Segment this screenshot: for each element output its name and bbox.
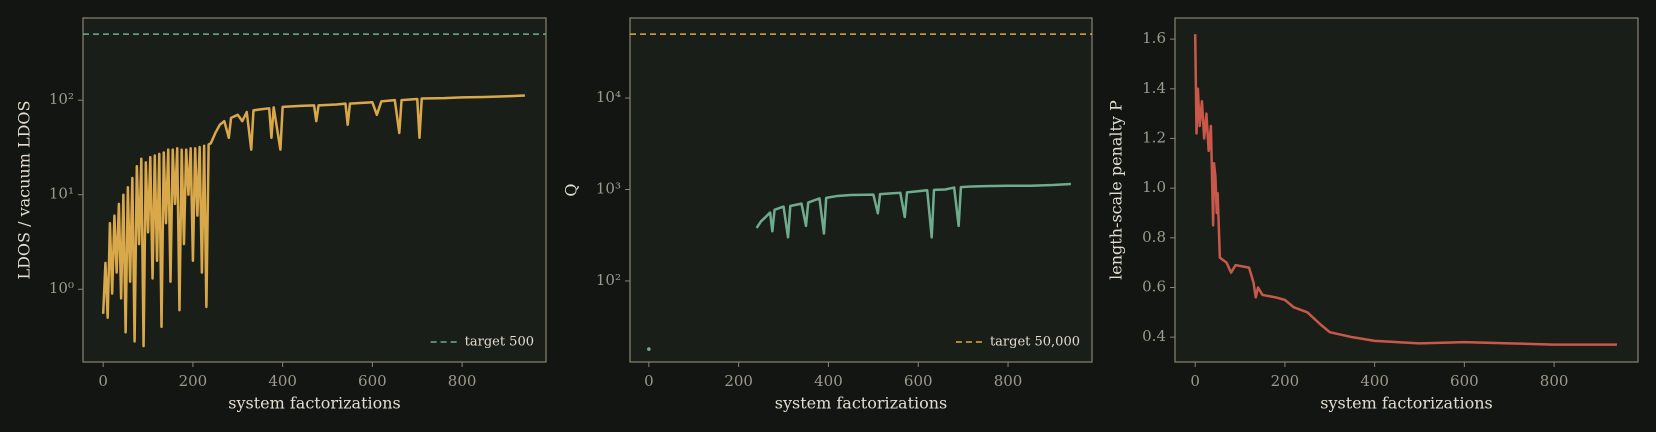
y-tick-label: 0.4 — [1142, 327, 1166, 345]
panel: 0 200 400 600 800 10⁰ 10¹ 10² system factorizati… — [15, 17, 547, 413]
x-tick-label: 400 — [814, 372, 843, 390]
legend-label: target 50,000 — [990, 335, 1080, 350]
plot-area — [82, 17, 547, 363]
x-tick-label: 600 — [904, 372, 933, 390]
plot-area — [1174, 17, 1639, 363]
panel: 0 200 400 600 800 0.4 0.6 0.8 1.0 1.2 1.4 1.6 system… — [1107, 17, 1639, 413]
y-tick-label: 10⁰ — [49, 279, 74, 297]
x-tick-label: 800 — [448, 372, 477, 390]
y-tick-label: 10³ — [596, 179, 621, 197]
legend-label: target 500 — [465, 335, 534, 350]
y-axis-label: Q — [562, 183, 581, 196]
data-point — [647, 347, 651, 351]
x-tick-label: 800 — [1540, 372, 1569, 390]
x-tick-label: 400 — [1360, 372, 1389, 390]
x-tick-label: 200 — [1271, 372, 1300, 390]
x-tick-label: 800 — [994, 372, 1023, 390]
x-tick-label: 200 — [179, 372, 208, 390]
x-tick-label: 600 — [358, 372, 387, 390]
plot-area — [629, 17, 1093, 363]
data-line — [101, 94, 525, 348]
y-tick-label: 1.4 — [1142, 79, 1166, 97]
y-tick-label: 1.0 — [1142, 178, 1166, 196]
y-tick-label: 0.8 — [1142, 228, 1166, 246]
y-tick-label: 10² — [49, 90, 74, 108]
data-line — [755, 182, 1071, 239]
y-tick-label: 0.6 — [1142, 277, 1166, 295]
x-tick-label: 0 — [644, 372, 654, 390]
data-line — [1193, 34, 1617, 346]
x-axis-label: system factorizations — [228, 394, 401, 413]
x-tick-label: 600 — [1450, 372, 1479, 390]
y-tick-label: 10² — [596, 271, 621, 289]
x-tick-label: 0 — [1190, 372, 1200, 390]
x-axis-label: system factorizations — [1320, 394, 1493, 413]
x-tick-label: 0 — [98, 372, 108, 390]
y-axis-label: length-scale penalty P — [1107, 100, 1126, 280]
y-tick-label: 1.2 — [1142, 128, 1166, 146]
y-tick-label: 10¹ — [49, 185, 74, 203]
panel: 0 200 400 600 800 10² 10³ 10⁴ system factorizati… — [562, 17, 1093, 413]
y-axis-label: LDOS / vacuum LDOS — [15, 100, 34, 279]
x-tick-label: 400 — [268, 372, 297, 390]
x-tick-label: 200 — [724, 372, 753, 390]
y-tick-label: 1.6 — [1142, 29, 1166, 47]
y-tick-label: 10⁴ — [596, 88, 621, 106]
x-axis-label: system factorizations — [775, 394, 948, 413]
